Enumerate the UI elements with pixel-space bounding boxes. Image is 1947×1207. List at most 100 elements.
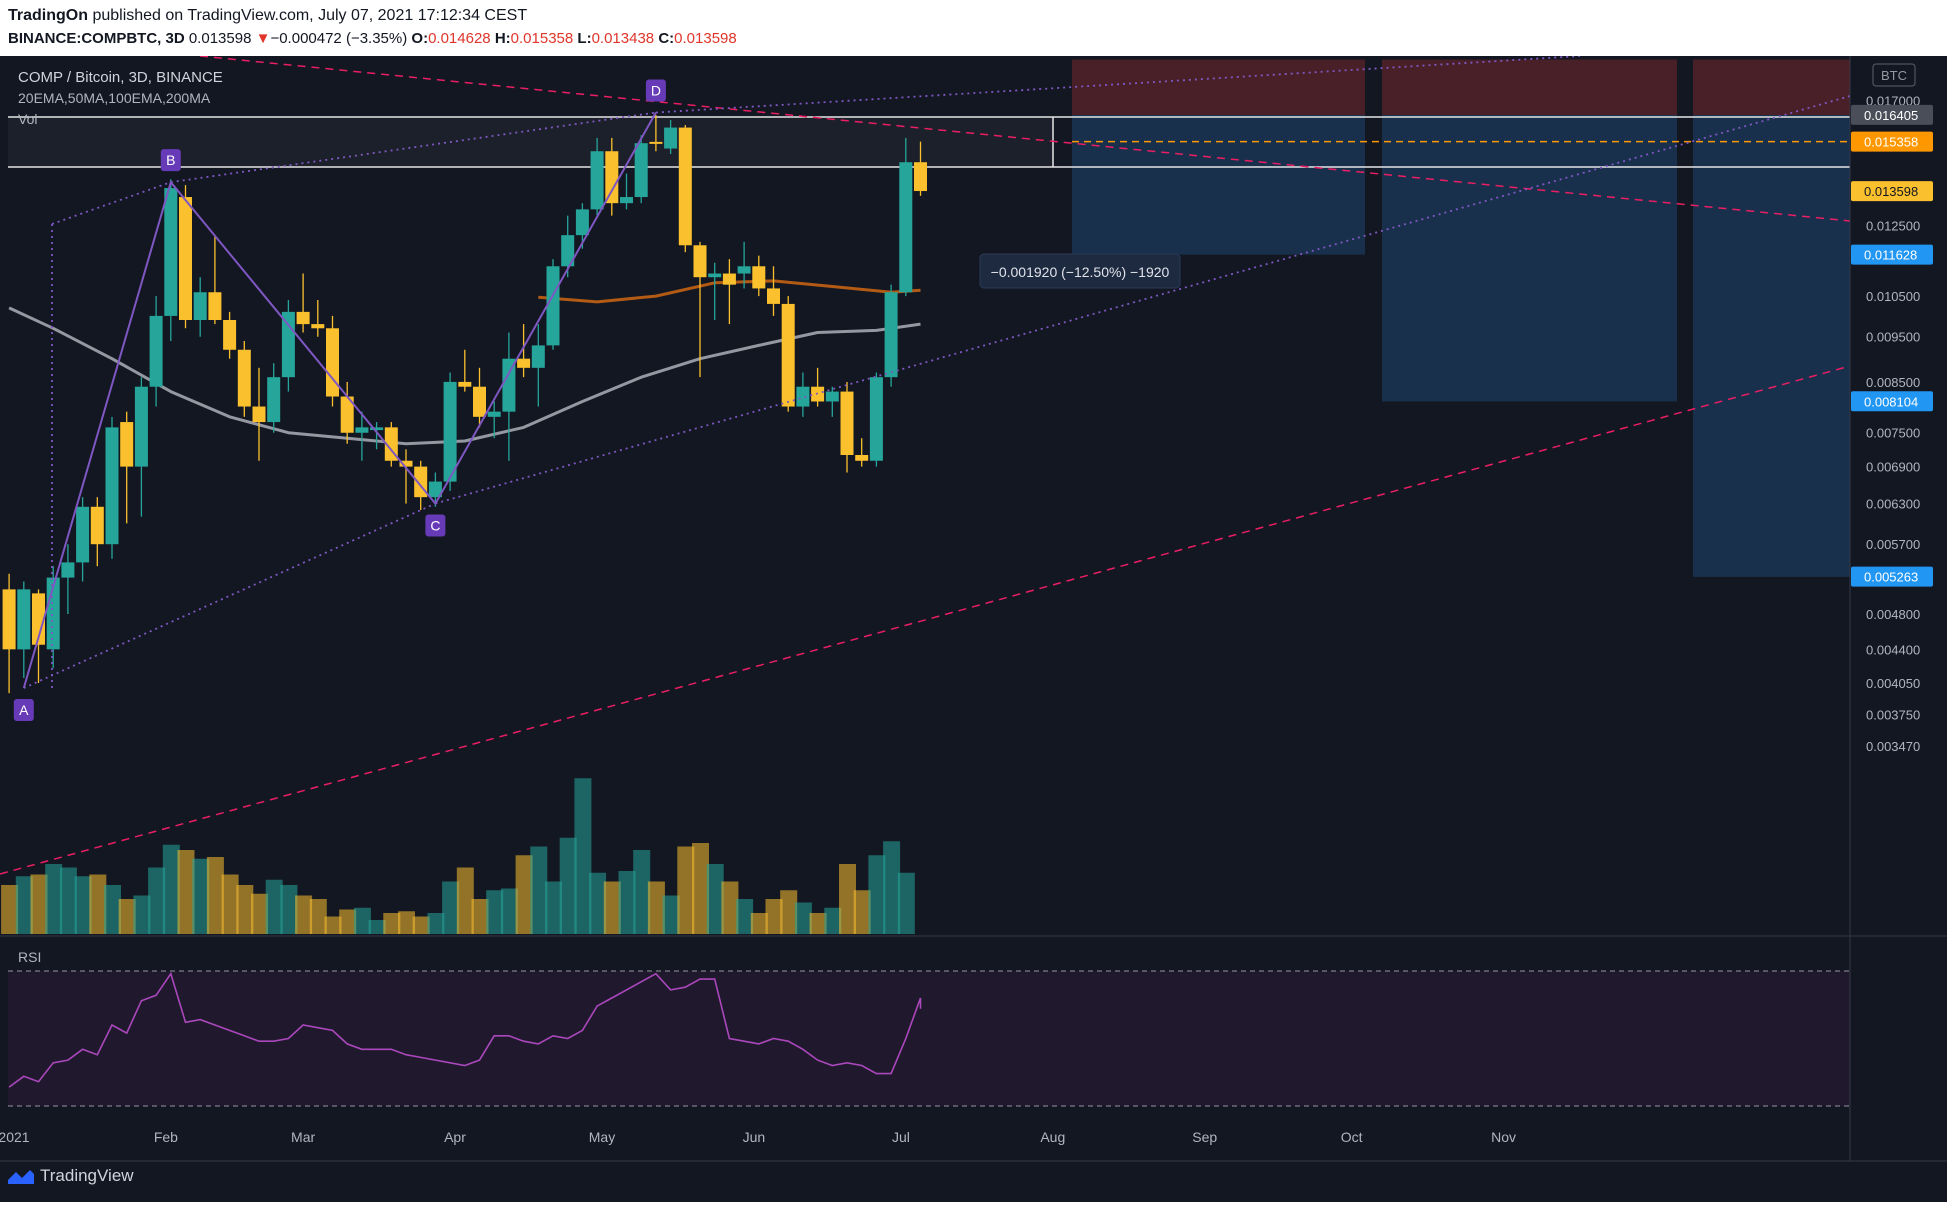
- price-badge[interactable]: [1851, 244, 1933, 265]
- candle-body: [399, 460, 413, 467]
- time-tick-label: Mar: [291, 1129, 315, 1145]
- volume-bar: [398, 911, 415, 934]
- price-badge[interactable]: [1851, 104, 1933, 125]
- pattern-point-marker[interactable]: [160, 149, 181, 172]
- volume-bar: [883, 841, 901, 934]
- candle: [693, 241, 707, 378]
- volume-bar: [74, 876, 92, 934]
- high-value: 0.015358: [510, 30, 574, 47]
- candle-body: [502, 358, 516, 412]
- pattern-point-label: B: [166, 152, 175, 168]
- volume-bar: [251, 893, 268, 934]
- volume-bar: [280, 885, 298, 934]
- target-zone: [1693, 115, 1850, 577]
- price-tick-label: 0.003750: [1866, 707, 1920, 722]
- price-tick-label: 0.006300: [1866, 497, 1920, 512]
- currency-label: BTC: [1881, 68, 1907, 83]
- symbol-label: BINANCE:COMPBTC, 3D: [8, 30, 185, 47]
- publish-line: TradingOn published on TradingView.com, …: [8, 7, 527, 25]
- candle-body: [120, 422, 134, 467]
- time-tick-label: Feb: [154, 1129, 178, 1145]
- chart-info-bar: TradingOn published on TradingView.com, …: [0, 0, 1947, 56]
- volume-bar: [780, 890, 798, 934]
- publish-text: published on TradingView.com, July 07, 2…: [88, 7, 528, 24]
- candle: [237, 341, 251, 417]
- candle: [531, 324, 545, 407]
- pattern-point-marker[interactable]: [425, 514, 446, 537]
- tradingview-icon: [8, 1170, 34, 1184]
- volume-bar: [89, 874, 107, 934]
- candle-body: [17, 589, 31, 650]
- candle-body: [428, 481, 442, 498]
- price-badge[interactable]: [1851, 181, 1933, 202]
- last-price: 0.013598: [188, 30, 252, 47]
- indicators-label: 20EMA,50MA,100EMA,200MA: [18, 90, 211, 106]
- volume-bar: [794, 902, 812, 934]
- time-tick-label: Sep: [1192, 1129, 1217, 1145]
- stop-zone: [1382, 59, 1677, 115]
- close-value: 0.013598: [674, 30, 737, 47]
- candle: [370, 422, 384, 450]
- volume-bar: [148, 867, 166, 934]
- target-zone: [1072, 115, 1365, 255]
- volume-bar: [574, 778, 592, 934]
- candle: [634, 135, 648, 204]
- candle-body: [914, 162, 927, 192]
- measure-text: −0.001920 (−12.50%) −1920: [991, 264, 1170, 280]
- price-badge[interactable]: [1851, 131, 1933, 152]
- candle-body: [149, 315, 163, 387]
- price-badge-label: 0.005263: [1864, 570, 1918, 585]
- candle-body: [473, 386, 486, 417]
- candle-body: [781, 303, 795, 407]
- stop-zone: [1693, 59, 1850, 115]
- price-tick-label: 0.006900: [1866, 460, 1920, 475]
- price-tick-label: 0.008500: [1866, 375, 1920, 390]
- candle: [443, 372, 457, 491]
- candle-body: [487, 411, 501, 417]
- candle-body: [340, 396, 354, 433]
- candle: [796, 372, 810, 417]
- publisher-name[interactable]: TradingOn: [8, 7, 88, 24]
- volume-bar: [515, 855, 533, 934]
- volume-bar: [736, 899, 754, 934]
- target-zone: [1382, 115, 1677, 402]
- tradingview-logo[interactable]: TradingView: [8, 1166, 134, 1186]
- candle: [590, 137, 604, 216]
- volume-bar: [692, 843, 709, 934]
- candle-body: [2, 589, 16, 650]
- candle-body: [649, 141, 663, 144]
- volume-bar: [897, 872, 915, 934]
- candle-body: [884, 292, 898, 378]
- volume-bar: [530, 846, 548, 934]
- volume-bar: [339, 909, 357, 934]
- price-tick-label: 0.007500: [1866, 426, 1920, 441]
- volume-bar: [383, 913, 401, 934]
- candle-body: [531, 345, 545, 368]
- candle: [458, 349, 472, 392]
- high-label: H:: [494, 30, 511, 47]
- pattern-point-marker[interactable]: [13, 699, 34, 722]
- price-badge[interactable]: [1851, 391, 1933, 412]
- candle: [164, 179, 178, 342]
- currency-badge[interactable]: [1872, 63, 1916, 87]
- candle: [884, 284, 898, 387]
- candle-body: [664, 127, 678, 149]
- time-tick-label: May: [589, 1129, 615, 1145]
- candle: [487, 401, 501, 439]
- candle-body: [311, 324, 325, 329]
- candle: [2, 573, 16, 694]
- volume-bar: [324, 916, 342, 934]
- candle-body: [458, 381, 472, 387]
- volume-bar: [868, 855, 886, 934]
- candle: [502, 332, 516, 461]
- volume-bar: [559, 837, 577, 934]
- candle: [722, 259, 736, 325]
- candle-body: [796, 386, 810, 407]
- volume-bar: [192, 858, 210, 934]
- pattern-point-marker[interactable]: [645, 79, 666, 102]
- candle-body: [605, 151, 619, 204]
- candle: [223, 311, 237, 359]
- price-badge[interactable]: [1851, 566, 1933, 587]
